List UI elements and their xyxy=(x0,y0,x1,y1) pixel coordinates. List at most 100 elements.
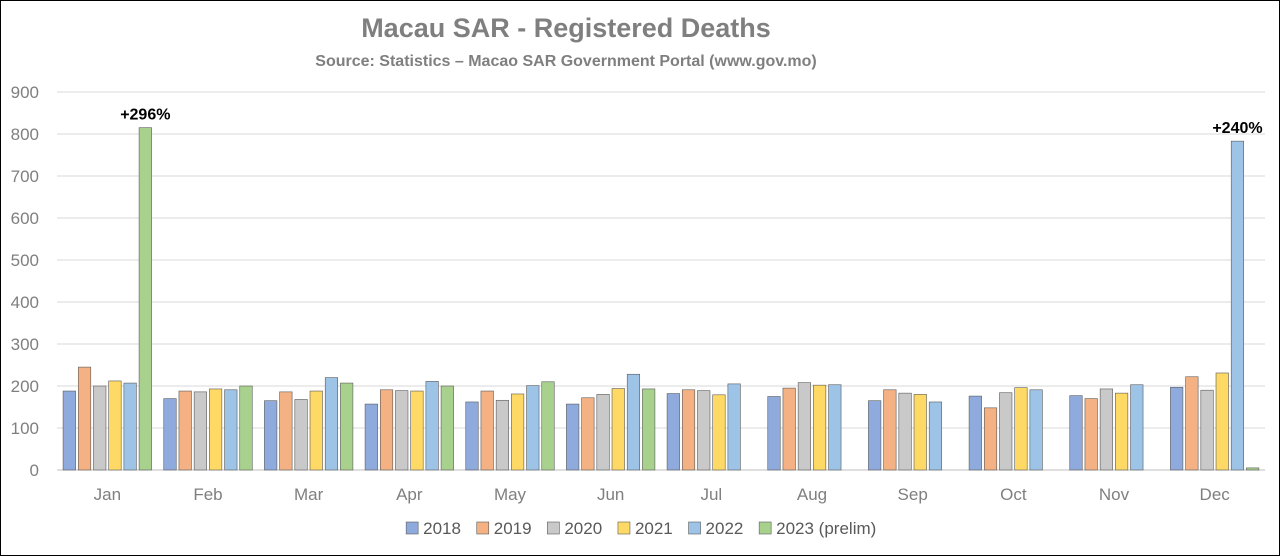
bar-apr-2022 xyxy=(425,381,439,471)
x-tick-label: Aug xyxy=(797,485,827,504)
y-tick-label: 900 xyxy=(11,83,39,102)
legend-label: 2023 (prelim) xyxy=(776,519,876,538)
x-tick-label: Sep xyxy=(898,485,928,504)
bar-feb-2019 xyxy=(178,390,192,471)
bar-jun-2021 xyxy=(611,388,625,471)
legend-swatch xyxy=(547,521,560,535)
bar-jan-2019 xyxy=(77,366,92,471)
y-tick-label: 600 xyxy=(11,209,39,228)
bar-may-2018 xyxy=(465,401,479,471)
bar-oct-2019 xyxy=(983,407,998,471)
bar-may-2022 xyxy=(526,385,540,471)
bar-may-2023 xyxy=(541,381,555,471)
bar-feb-2018 xyxy=(163,398,177,471)
x-tick-label: Dec xyxy=(1200,485,1231,504)
bar-mar-2019 xyxy=(279,391,293,471)
bar-dec-2018 xyxy=(1170,386,1184,471)
legend-swatch xyxy=(758,521,772,535)
y-tick-label: 100 xyxy=(11,419,39,438)
bar-mar-2023 xyxy=(340,382,354,471)
bar-nov-2018 xyxy=(1069,395,1083,471)
bar-jun-2019 xyxy=(581,397,595,471)
bar-dec-2019 xyxy=(1185,376,1199,471)
x-tick-label: Jan xyxy=(94,485,121,504)
x-tick-label: Jul xyxy=(700,485,722,504)
y-tick-label: 300 xyxy=(11,335,39,354)
bar-jan-2018 xyxy=(62,390,76,471)
legend-swatch xyxy=(405,521,419,535)
bar-oct-2018 xyxy=(968,395,982,471)
x-tick-label: Oct xyxy=(1000,485,1027,504)
x-tick-label: May xyxy=(494,485,527,504)
annotation-label: +240% xyxy=(1212,120,1262,137)
bar-jun-2022 xyxy=(626,373,641,471)
bar-jun-2020 xyxy=(596,394,610,471)
bar-apr-2019 xyxy=(379,389,394,471)
x-tick-label: Feb xyxy=(193,485,222,504)
y-tick-label: 500 xyxy=(11,251,39,270)
bar-oct-2022 xyxy=(1029,389,1043,471)
x-tick-label: Jun xyxy=(597,485,624,504)
bar-aug-2022 xyxy=(828,384,842,471)
y-tick-label: 0 xyxy=(30,461,39,480)
legend-label: 2018 xyxy=(423,519,461,538)
bar-may-2019 xyxy=(480,390,494,471)
y-tick-label: 700 xyxy=(11,167,39,186)
bar-aug-2019 xyxy=(782,387,796,471)
legend-swatch xyxy=(688,521,701,535)
legend-swatch xyxy=(476,521,490,535)
legend-label: 2022 xyxy=(706,519,744,538)
annotation-label: +296% xyxy=(120,107,170,124)
bar-dec-2023 xyxy=(1246,467,1260,471)
bar-aug-2020 xyxy=(797,382,811,471)
bar-nov-2020 xyxy=(1099,388,1113,471)
y-tick-label: 800 xyxy=(11,125,39,144)
bar-dec-2021 xyxy=(1215,372,1229,471)
bar-sep-2018 xyxy=(868,400,882,471)
bar-apr-2018 xyxy=(364,403,378,471)
bar-sep-2021 xyxy=(913,394,927,471)
bar-sep-2020 xyxy=(898,392,912,471)
bar-jan-2021 xyxy=(108,380,122,471)
bar-jul-2020 xyxy=(697,390,711,471)
bar-dec-2020 xyxy=(1200,389,1214,471)
y-tick-label: 400 xyxy=(11,293,39,312)
x-tick-label: Nov xyxy=(1099,485,1130,504)
bar-sep-2022 xyxy=(928,401,943,471)
bar-jul-2018 xyxy=(666,393,680,471)
bar-may-2020 xyxy=(495,399,509,471)
bar-jul-2021 xyxy=(712,394,726,471)
bar-jan-2022 xyxy=(123,382,137,471)
bar-feb-2021 xyxy=(209,388,223,471)
bar-may-2021 xyxy=(511,393,525,471)
bar-apr-2020 xyxy=(395,390,409,471)
bar-feb-2023 xyxy=(239,385,253,471)
bar-jun-2018 xyxy=(566,403,580,471)
y-tick-label: 200 xyxy=(11,377,39,396)
bar-nov-2021 xyxy=(1115,392,1129,471)
bar-jan-2020 xyxy=(93,385,107,471)
bar-sep-2019 xyxy=(883,389,897,471)
bar-jan-2023 xyxy=(138,127,152,471)
chart-title: Macau SAR - Registered Deaths xyxy=(361,13,771,43)
bar-apr-2023 xyxy=(440,385,454,471)
legend-label: 2020 xyxy=(564,519,602,538)
bar-jul-2022 xyxy=(727,383,741,471)
bar-oct-2020 xyxy=(999,392,1013,471)
legend-swatch xyxy=(617,521,631,535)
bar-aug-2018 xyxy=(767,396,781,471)
chart-subtitle: Source: Statistics – Macao SAR Governmen… xyxy=(315,53,817,70)
bar-feb-2020 xyxy=(193,391,207,471)
bar-apr-2021 xyxy=(410,390,424,471)
bar-aug-2021 xyxy=(813,384,827,471)
bar-mar-2018 xyxy=(264,400,278,471)
bar-feb-2022 xyxy=(224,389,238,471)
legend-label: 2021 xyxy=(635,519,673,538)
x-tick-label: Mar xyxy=(294,485,324,504)
bar-nov-2022 xyxy=(1130,384,1144,471)
bar-mar-2020 xyxy=(294,399,308,471)
legend-label: 2019 xyxy=(494,519,532,538)
bar-dec-2022 xyxy=(1230,140,1245,471)
